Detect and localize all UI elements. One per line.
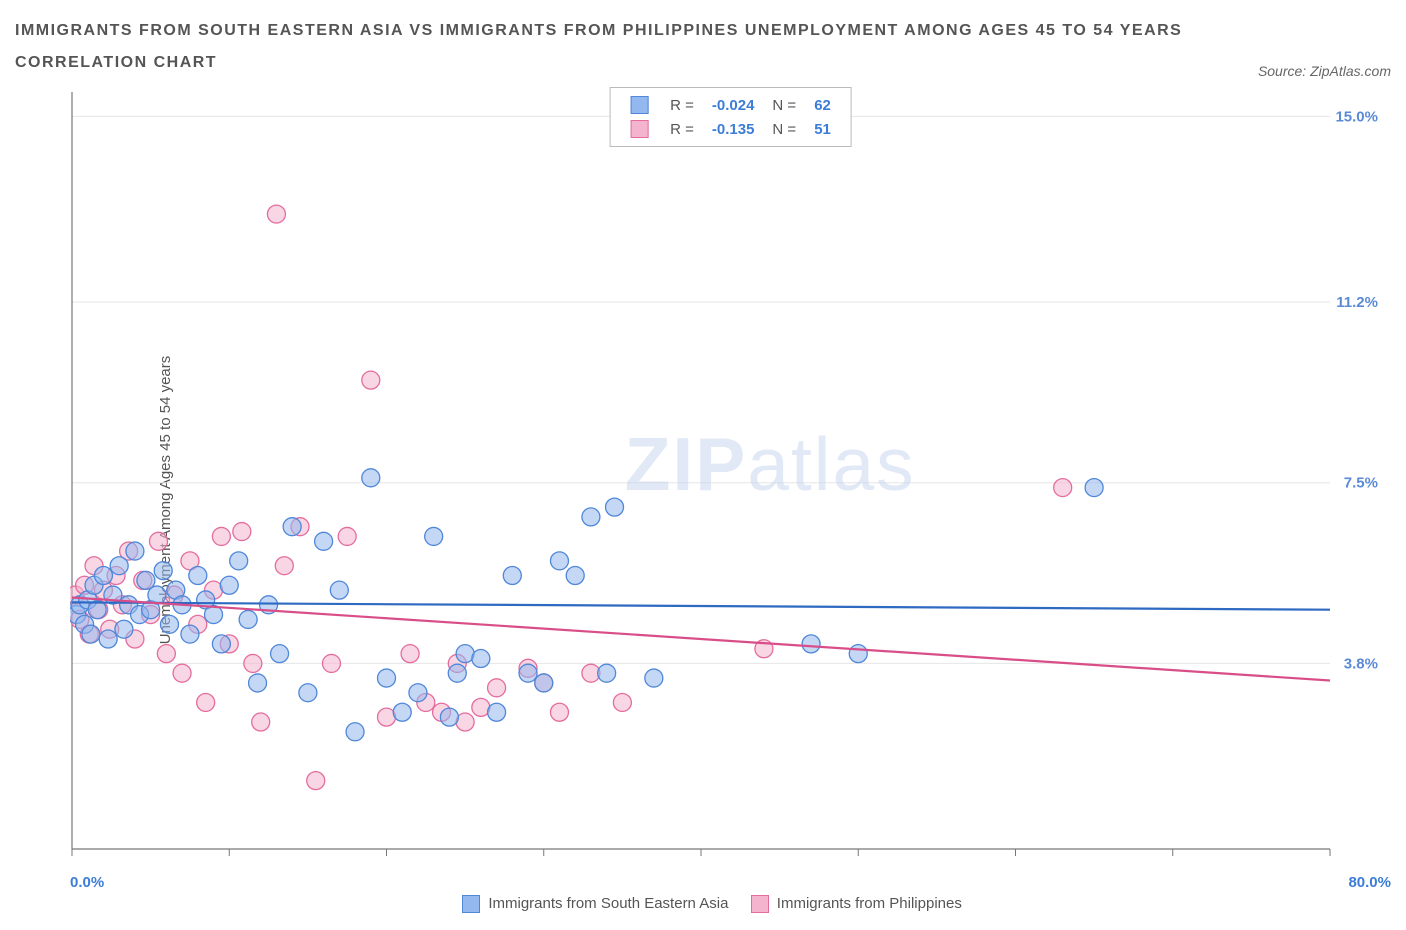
legend-swatch-b-icon	[751, 895, 769, 913]
series-b-name: Immigrants from Philippines	[777, 895, 962, 912]
r-value-a: -0.024	[704, 94, 763, 116]
title-line2: CORRELATION CHART	[15, 54, 217, 71]
r-value-b: -0.135	[704, 118, 763, 140]
x-axis-min: 0.0%	[70, 874, 104, 891]
svg-text:3.8%: 3.8%	[1344, 655, 1378, 672]
legend-swatch-a	[630, 96, 648, 114]
legend-swatch-b	[630, 120, 648, 138]
source-label: Source: ZipAtlas.com	[1258, 63, 1391, 79]
legend-swatch-a-icon	[462, 895, 480, 913]
x-axis-max: 80.0%	[1348, 874, 1391, 891]
svg-text:7.5%: 7.5%	[1344, 475, 1378, 492]
n-value-a: 62	[806, 94, 839, 116]
scatter-chart: 3.8% 7.5% 11.2% 15.0%	[70, 87, 1390, 867]
svg-text:15.0%: 15.0%	[1335, 108, 1378, 125]
n-value-b: 51	[806, 118, 839, 140]
svg-text:11.2%: 11.2%	[1336, 294, 1378, 311]
title-line1: IMMIGRANTS FROM SOUTH EASTERN ASIA VS IM…	[15, 22, 1182, 39]
stats-legend: R = -0.024 N = 62 R = -0.135 N = 51	[609, 87, 852, 147]
bottom-legend: Immigrants from South Eastern Asia Immig…	[15, 895, 1391, 913]
series-a-name: Immigrants from South Eastern Asia	[488, 895, 728, 912]
